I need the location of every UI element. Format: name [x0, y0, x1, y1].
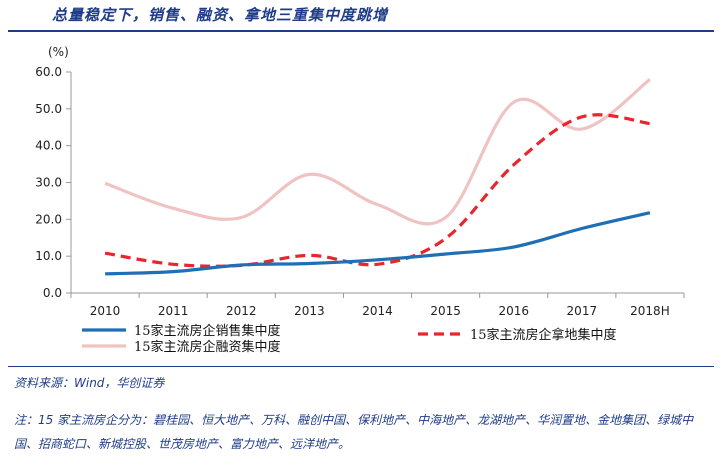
series-line-2 — [104, 78, 651, 226]
y-tick-label: 20.0 — [35, 212, 62, 226]
y-axis-label: (%) — [48, 45, 69, 59]
legend-label-0: 15家主流房企销售集中度 — [134, 323, 281, 339]
line-chart: (%) 0.0 10.0 20.0 30.0 40.0 50.0 60.0 2010 2011 20… — [35, 45, 685, 355]
x-tick-label: 2013 — [294, 304, 325, 318]
source-text: 资料来源：Wind，华创证券 — [14, 376, 165, 390]
axes: (%) 0.0 10.0 20.0 30.0 40.0 50.0 60.0 2010 2011 20… — [35, 45, 685, 318]
y-tick-label: 40.0 — [35, 139, 62, 153]
y-tick-label: 30.0 — [35, 176, 62, 190]
y-tick-label: 10.0 — [35, 249, 62, 263]
series-line-0 — [105, 211, 651, 276]
x-tick-label: 2016 — [498, 304, 529, 318]
series-lines — [104, 78, 651, 276]
x-tick-label: 2012 — [226, 304, 257, 318]
chart-title: 总量稳定下，销售、融资、拿地三重集中度跳增 — [52, 6, 389, 24]
x-tick-label: 2011 — [158, 304, 189, 318]
x-tick-label: 2018H — [630, 304, 670, 318]
legend-label-2: 15家主流房企融资集中度 — [134, 339, 281, 355]
footnote: 注：15 家主流房企分为：碧桂园、恒大地产、万科、融创中国、保利地产、中海地产、… — [14, 413, 694, 451]
source-rule — [8, 366, 714, 367]
legend-label-1: 15家主流房企拿地集中度 — [470, 327, 617, 343]
x-tick-label: 2010 — [90, 304, 121, 318]
y-tick-label: 0.0 — [43, 286, 62, 300]
x-tick-label: 2017 — [567, 304, 598, 318]
title-rule — [8, 30, 714, 32]
legend: 15家主流房企销售集中度 15家主流房企拿地集中度 15家主流房企融资集中度 — [82, 323, 617, 355]
x-tick-label: 2015 — [430, 304, 461, 318]
y-tick-label: 50.0 — [35, 102, 62, 116]
series-line-1 — [104, 113, 651, 268]
y-tick-label: 60.0 — [35, 65, 62, 79]
x-tick-label: 2014 — [362, 304, 393, 318]
